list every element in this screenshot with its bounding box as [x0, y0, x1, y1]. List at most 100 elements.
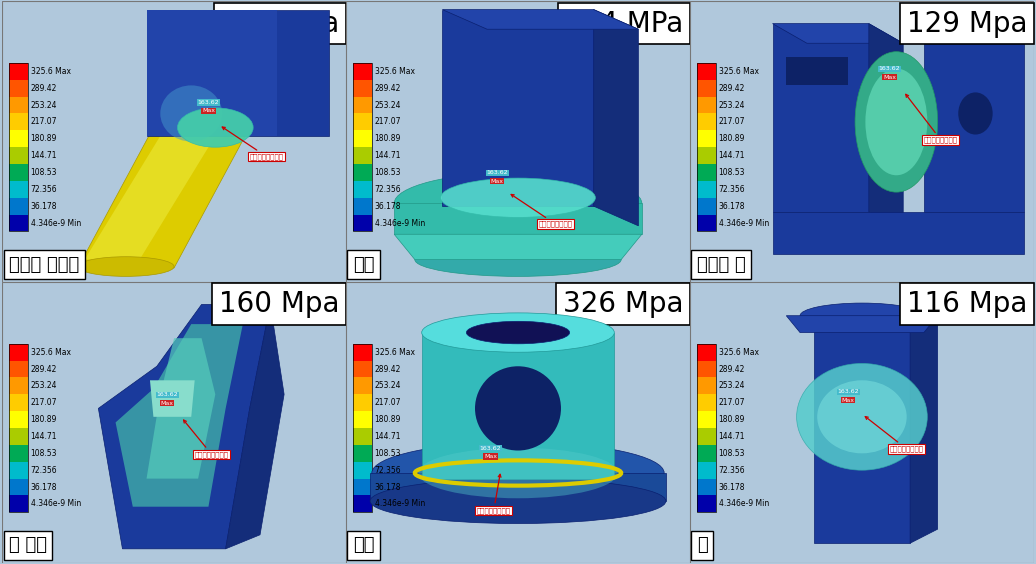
Text: 144.71: 144.71 — [31, 432, 57, 441]
Polygon shape — [116, 324, 242, 506]
Bar — [353, 462, 372, 479]
Bar — [697, 113, 716, 130]
Ellipse shape — [797, 363, 927, 470]
Text: Max: Max — [161, 400, 174, 406]
Text: 4.346e-9 Min: 4.346e-9 Min — [375, 499, 425, 508]
Bar — [697, 428, 716, 445]
Polygon shape — [98, 305, 270, 549]
Polygon shape — [78, 127, 250, 268]
Polygon shape — [85, 136, 215, 259]
Polygon shape — [146, 338, 215, 479]
Ellipse shape — [161, 85, 222, 142]
Bar — [697, 63, 716, 80]
Polygon shape — [924, 24, 1024, 212]
Bar — [697, 96, 716, 113]
Text: 180.89: 180.89 — [375, 134, 401, 143]
Text: 325.6 Max: 325.6 Max — [31, 348, 70, 356]
Bar — [697, 198, 716, 214]
Text: Max: Max — [484, 454, 497, 459]
Ellipse shape — [958, 92, 992, 135]
Bar — [353, 96, 372, 113]
Text: 최대응력발생지점: 최대응력발생지점 — [223, 127, 284, 160]
Text: 253.24: 253.24 — [375, 381, 401, 390]
Polygon shape — [442, 10, 594, 206]
Text: 163.62: 163.62 — [879, 67, 900, 72]
Text: 325.6 Max: 325.6 Max — [375, 348, 414, 356]
Bar — [697, 63, 716, 231]
Polygon shape — [594, 10, 638, 226]
Bar — [697, 80, 716, 96]
Bar — [9, 479, 28, 495]
Text: 289.42: 289.42 — [719, 364, 745, 373]
Bar — [353, 63, 372, 80]
Text: 72.356: 72.356 — [719, 185, 745, 194]
Polygon shape — [773, 212, 1024, 254]
Text: 253.24: 253.24 — [375, 100, 401, 109]
Ellipse shape — [466, 321, 570, 344]
Text: 116 Mpa: 116 Mpa — [906, 290, 1027, 319]
Polygon shape — [146, 10, 328, 136]
Ellipse shape — [865, 69, 927, 175]
Bar — [353, 394, 372, 411]
Text: 289.42: 289.42 — [31, 83, 57, 92]
Text: 최대응력발생지점: 최대응력발생지점 — [865, 417, 923, 452]
Ellipse shape — [419, 448, 617, 498]
Bar — [697, 495, 716, 512]
Text: 144.71: 144.71 — [31, 151, 57, 160]
Text: 325.6 Max: 325.6 Max — [375, 67, 414, 76]
Text: 217.07: 217.07 — [31, 117, 57, 126]
Text: 108.53: 108.53 — [31, 449, 57, 458]
Ellipse shape — [78, 257, 174, 276]
Bar — [9, 80, 28, 96]
Ellipse shape — [817, 380, 906, 453]
Bar — [353, 181, 372, 198]
Text: Max: Max — [841, 398, 855, 403]
Text: 4.346e-9 Min: 4.346e-9 Min — [31, 218, 81, 227]
Bar — [353, 377, 372, 394]
Text: 36.178: 36.178 — [375, 202, 401, 211]
Text: 108.53: 108.53 — [375, 168, 401, 177]
Text: 217.07: 217.07 — [375, 398, 401, 407]
Text: 289.42: 289.42 — [375, 364, 401, 373]
Bar — [353, 198, 372, 214]
Text: 144.71: 144.71 — [375, 432, 401, 441]
Bar — [353, 428, 372, 445]
Text: 253.24: 253.24 — [719, 100, 745, 109]
Text: 217.07: 217.07 — [31, 398, 57, 407]
Polygon shape — [394, 204, 642, 234]
Bar — [786, 58, 848, 85]
Bar — [697, 411, 716, 428]
Bar — [697, 214, 716, 231]
Bar — [353, 214, 372, 231]
Bar — [697, 394, 716, 411]
Bar — [9, 495, 28, 512]
Text: 36.178: 36.178 — [375, 483, 401, 492]
Bar — [9, 63, 28, 80]
Bar — [697, 462, 716, 479]
Bar — [9, 344, 28, 360]
Ellipse shape — [800, 303, 924, 328]
Text: 108.53: 108.53 — [375, 449, 401, 458]
Bar — [697, 147, 716, 164]
Text: 180.89: 180.89 — [31, 415, 57, 424]
Bar — [353, 360, 372, 377]
Bar — [9, 181, 28, 198]
Bar — [697, 360, 716, 377]
Text: 허브: 허브 — [353, 536, 374, 554]
Text: 180.89: 180.89 — [375, 415, 401, 424]
Text: 251 MPa: 251 MPa — [221, 10, 339, 38]
Text: 72.356: 72.356 — [375, 185, 401, 194]
Text: 72.356: 72.356 — [31, 466, 57, 475]
Bar — [697, 445, 716, 462]
Text: 실린더 연결부: 실린더 연결부 — [9, 255, 79, 274]
Text: 4.346e-9 Min: 4.346e-9 Min — [375, 218, 425, 227]
Text: 72.356: 72.356 — [719, 466, 745, 475]
Text: 108.53: 108.53 — [719, 168, 745, 177]
Text: 최대응력발생지점: 최대응력발생지점 — [511, 195, 573, 227]
Text: 최대응력발생지점: 최대응력발생지점 — [183, 420, 229, 458]
Text: 핀: 핀 — [697, 536, 708, 554]
Polygon shape — [869, 24, 903, 231]
Bar — [353, 113, 372, 130]
Ellipse shape — [394, 173, 642, 234]
Text: 289.42: 289.42 — [719, 83, 745, 92]
